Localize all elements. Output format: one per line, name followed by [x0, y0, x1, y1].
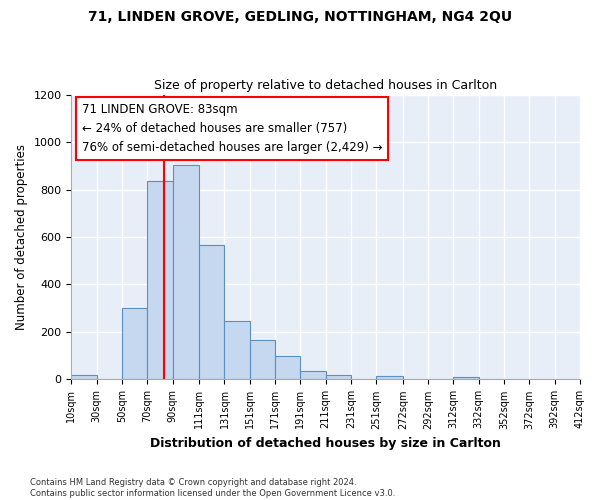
X-axis label: Distribution of detached houses by size in Carlton: Distribution of detached houses by size … — [150, 437, 501, 450]
Text: Contains HM Land Registry data © Crown copyright and database right 2024.
Contai: Contains HM Land Registry data © Crown c… — [30, 478, 395, 498]
Bar — [122, 308, 148, 380]
Bar — [148, 181, 173, 380]
Bar — [173, 164, 199, 380]
Bar — [250, 340, 275, 380]
Bar — [301, 371, 326, 380]
Bar — [199, 246, 224, 380]
Bar — [224, 322, 250, 380]
Bar — [71, 374, 97, 380]
Bar — [326, 374, 351, 380]
Text: 71 LINDEN GROVE: 83sqm
← 24% of detached houses are smaller (757)
76% of semi-de: 71 LINDEN GROVE: 83sqm ← 24% of detached… — [82, 103, 382, 154]
Bar — [454, 377, 479, 380]
Bar — [275, 356, 301, 380]
Y-axis label: Number of detached properties: Number of detached properties — [15, 144, 28, 330]
Text: 71, LINDEN GROVE, GEDLING, NOTTINGHAM, NG4 2QU: 71, LINDEN GROVE, GEDLING, NOTTINGHAM, N… — [88, 10, 512, 24]
Title: Size of property relative to detached houses in Carlton: Size of property relative to detached ho… — [154, 79, 497, 92]
Bar — [376, 376, 403, 380]
